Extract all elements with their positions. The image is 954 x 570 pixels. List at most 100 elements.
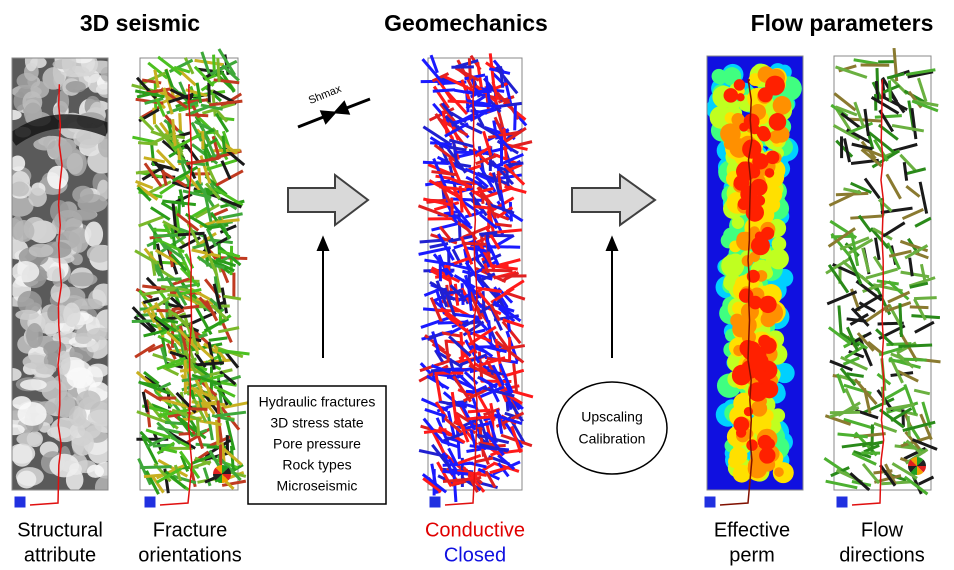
- blob: [87, 340, 99, 352]
- fracture: [218, 400, 219, 422]
- blob: [72, 186, 93, 203]
- well-marker: [836, 496, 848, 508]
- blob: [35, 364, 56, 374]
- blob: [54, 210, 82, 231]
- blob: [66, 81, 86, 93]
- perm-blob: [760, 380, 778, 398]
- fracture: [479, 233, 497, 235]
- flow-direction: [908, 416, 909, 436]
- input: Rock types: [282, 457, 351, 473]
- input: Pore pressure: [273, 436, 361, 452]
- fracture: [515, 105, 516, 131]
- blob: [87, 465, 104, 478]
- caption: Fracture: [153, 519, 227, 541]
- flow-direction: [889, 80, 890, 101]
- blob: [87, 328, 114, 340]
- process-ellipse: [557, 382, 667, 474]
- blob: [16, 432, 41, 445]
- blob: [4, 424, 25, 435]
- caption: orientations: [138, 544, 241, 566]
- input: Hydraulic fractures: [259, 394, 376, 410]
- caption: Structural: [17, 519, 103, 541]
- fracture: [197, 417, 199, 436]
- blob: [47, 166, 68, 189]
- blob: [88, 410, 116, 427]
- header: 3D seismic: [80, 10, 200, 36]
- header: Geomechanics: [384, 10, 548, 36]
- perm-blob: [746, 439, 757, 450]
- blob: [25, 50, 38, 71]
- blob: [18, 402, 47, 426]
- blob: [95, 475, 118, 499]
- panels: [0, 47, 941, 508]
- fracture: [469, 58, 470, 79]
- blob: [20, 379, 47, 390]
- blob: [96, 84, 111, 95]
- perm-blob: [772, 237, 787, 252]
- perm-blob: [759, 447, 775, 463]
- perm-blob: [729, 447, 747, 465]
- diagram: 3D seismic Geomechanics Flow parameters …: [0, 0, 954, 570]
- fracture: [495, 224, 512, 226]
- perm-blob: [736, 161, 756, 181]
- caption: directions: [839, 544, 925, 566]
- blob: [68, 272, 98, 286]
- fracture: [214, 55, 215, 72]
- blob: [26, 323, 43, 348]
- fracture: [218, 58, 219, 82]
- well-marker: [704, 496, 716, 508]
- caption: Flow: [861, 519, 904, 541]
- perm-blob: [751, 179, 768, 196]
- block-arrow: [288, 175, 368, 225]
- flow-direction: [914, 298, 937, 299]
- stress-label: Shmax: [307, 83, 344, 107]
- perm-blob: [733, 417, 749, 433]
- flow-direction: [875, 116, 902, 118]
- perm-blob: [721, 254, 744, 277]
- block-arrow: [572, 175, 655, 225]
- perm-blob: [759, 296, 776, 313]
- blob: [63, 303, 80, 327]
- flow-direction: [898, 345, 932, 346]
- perm-blob: [744, 407, 753, 416]
- perm-blob: [765, 76, 785, 96]
- fracture: [199, 168, 200, 184]
- fracture: [217, 420, 218, 445]
- perm-blob: [739, 288, 754, 303]
- perm-blob: [712, 69, 727, 84]
- blob: [10, 182, 29, 197]
- well-marker: [144, 496, 156, 508]
- perm-blob: [739, 123, 748, 132]
- perm-blob: [761, 311, 777, 327]
- process: Calibration: [579, 431, 646, 447]
- well-marker: [429, 496, 441, 508]
- fracture: [154, 108, 155, 125]
- fracture: [140, 467, 171, 468]
- blob: [28, 188, 47, 207]
- perm-blob: [769, 113, 787, 131]
- fracture: [153, 230, 169, 231]
- blob: [62, 51, 76, 75]
- blob: [12, 444, 33, 467]
- blob: [29, 244, 54, 258]
- flow-direction: [872, 424, 873, 455]
- perm-blob: [747, 346, 767, 366]
- perm-blob: [774, 467, 784, 477]
- perm-blob: [754, 195, 765, 206]
- fracture: [433, 90, 455, 91]
- blob: [54, 392, 75, 418]
- flow-direction: [836, 193, 868, 194]
- header: Flow parameters: [751, 10, 934, 36]
- blob: [85, 221, 103, 247]
- fracture: [462, 283, 463, 305]
- input: 3D stress state: [270, 415, 364, 431]
- fracture: [188, 409, 208, 410]
- perm-blob: [761, 227, 774, 240]
- perm-blob: [764, 439, 775, 450]
- blob: [49, 454, 79, 478]
- caption: Effective: [714, 519, 790, 541]
- fracture: [223, 136, 225, 154]
- perm-blob: [755, 157, 767, 169]
- perm-blob: [770, 132, 782, 144]
- flow-direction: [910, 307, 929, 308]
